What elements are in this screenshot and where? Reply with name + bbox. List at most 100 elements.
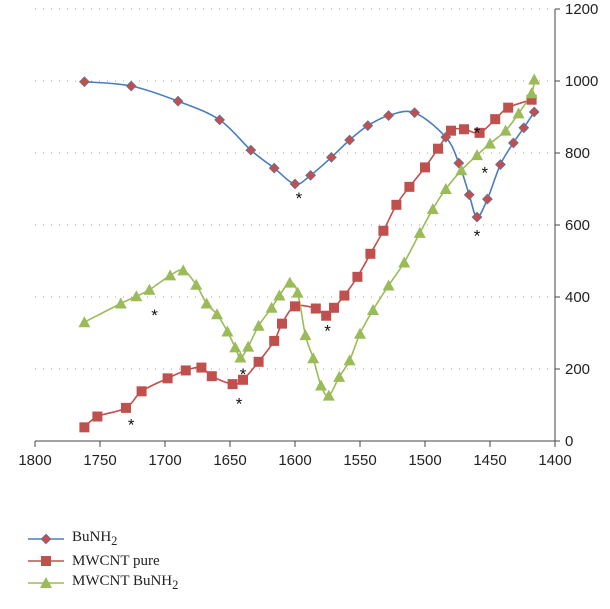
- data-point: [413, 226, 426, 238]
- data-point: [78, 76, 90, 88]
- y-tick-label: 0: [565, 433, 573, 450]
- series-line: [83, 98, 532, 428]
- data-point: [398, 256, 411, 268]
- data-point: [277, 318, 287, 329]
- data-point: [79, 422, 90, 433]
- data-point: [325, 151, 337, 163]
- legend-swatch-diamond-icon: [28, 533, 64, 545]
- data-point: [92, 411, 103, 422]
- data-point: [455, 164, 468, 176]
- data-point: [367, 303, 379, 315]
- y-tick-label: 400: [565, 289, 590, 306]
- annotation-asterisk: *: [240, 365, 247, 384]
- x-tick-label: 1450: [473, 452, 506, 469]
- data-point: [503, 102, 514, 113]
- annotation-asterisk: *: [236, 394, 243, 413]
- data-point: [265, 301, 278, 313]
- data-point: [378, 225, 389, 236]
- data-point: [289, 178, 301, 190]
- data-point: [200, 297, 213, 309]
- data-point: [481, 193, 493, 205]
- annotation-asterisk: *: [324, 322, 331, 341]
- data-point: [484, 137, 496, 149]
- data-point: [339, 290, 350, 301]
- data-point: [518, 122, 530, 134]
- x-tick-label: 1500: [408, 452, 441, 469]
- data-point: [463, 189, 475, 201]
- data-point: [352, 271, 363, 282]
- data-point: [143, 283, 156, 295]
- data-point: [234, 351, 247, 363]
- data-point: [238, 374, 248, 385]
- x-tick-label: 1750: [83, 452, 116, 469]
- data-point: [426, 203, 439, 215]
- x-tick-label: 1800: [18, 452, 51, 469]
- data-point: [420, 162, 430, 173]
- data-point: [121, 402, 131, 413]
- x-tick-label: 1400: [538, 452, 571, 469]
- data-point: [333, 370, 346, 382]
- data-point: [242, 340, 255, 352]
- data-point: [221, 325, 234, 337]
- data-point: [439, 183, 452, 194]
- data-point: [528, 73, 541, 85]
- data-point: [526, 94, 537, 105]
- data-point: [269, 335, 280, 346]
- series-markers: [78, 73, 541, 433]
- data-point: [365, 248, 376, 259]
- axes: 0 200 400 600 800 1000 1200 1800 1750 1700 1650 160…: [18, 1, 598, 469]
- y-tick-label: 200: [565, 361, 590, 378]
- data-point: [252, 319, 265, 331]
- series-line: [84, 80, 535, 218]
- data-point: [383, 110, 395, 121]
- data-point: [162, 373, 173, 384]
- data-point: [354, 327, 366, 339]
- data-point: [409, 107, 421, 119]
- data-point: [307, 352, 320, 364]
- data-point: [78, 316, 91, 328]
- data-point: [315, 379, 327, 391]
- data-point: [164, 269, 177, 281]
- data-point: [196, 362, 207, 373]
- data-point: [229, 341, 242, 353]
- data-point: [322, 389, 335, 401]
- data-point: [136, 386, 147, 397]
- legend-swatch-square-icon: [28, 556, 64, 566]
- legend-item-bunh2: BuNH2: [28, 528, 178, 550]
- data-point: [268, 162, 280, 174]
- data-point: [290, 301, 300, 312]
- y-tick-label: 800: [565, 145, 590, 162]
- data-point: [190, 278, 203, 290]
- data-point: [528, 106, 540, 118]
- annotation-asterisk: *: [481, 163, 488, 182]
- legend-item-mwcnt-bunh2: MWCNT BuNH2: [28, 572, 178, 594]
- data-point: [343, 354, 356, 366]
- data-point: [474, 127, 485, 138]
- legend-label-bunh2: BuNH2: [72, 529, 118, 548]
- data-point: [299, 329, 312, 341]
- data-point: [211, 308, 223, 320]
- data-point: [273, 289, 286, 301]
- data-point: [382, 279, 395, 291]
- annotations: * * * * * * * * *: [128, 124, 489, 435]
- legend: BuNH2 MWCNT pure MWCNT BuNH2: [28, 528, 178, 594]
- annotation-asterisk: *: [151, 306, 158, 325]
- line-chart: 0 200 400 600 800 1000 1200 1800 1750 1700 1650 160…: [18, 1, 598, 469]
- data-point: [125, 80, 137, 92]
- data-point: [180, 365, 191, 376]
- legend-label-mwcnt-bunh2: MWCNT BuNH2: [72, 573, 179, 592]
- data-point: [227, 379, 238, 390]
- annotation-asterisk: *: [474, 124, 481, 143]
- data-point: [391, 199, 402, 210]
- data-point: [177, 264, 190, 276]
- data-point: [305, 169, 317, 181]
- y-tick-label: 1200: [565, 1, 598, 18]
- data-point: [494, 159, 506, 170]
- data-point: [362, 120, 374, 132]
- data-point: [329, 302, 339, 313]
- data-point: [512, 107, 525, 119]
- y-tick-label: 600: [565, 217, 590, 234]
- data-point: [130, 290, 143, 302]
- x-tick-label: 1550: [343, 452, 376, 469]
- data-point: [446, 125, 456, 136]
